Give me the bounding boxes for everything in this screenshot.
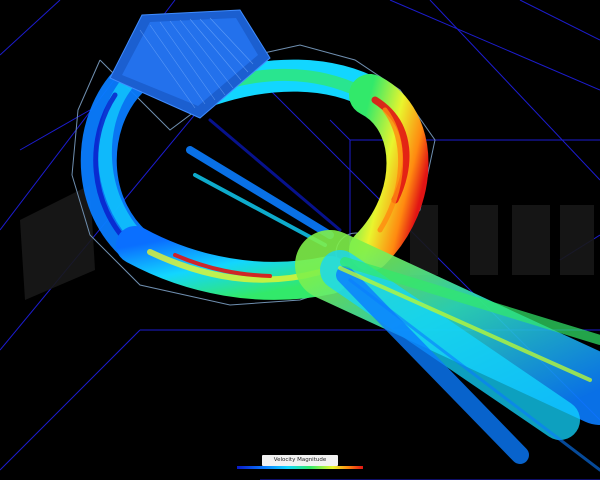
heatsink-fins (109, 9, 271, 119)
legend-colorbar (237, 466, 363, 469)
exhaust-plume (295, 230, 600, 472)
brand-logo-watermark (20, 185, 594, 300)
legend-title: Velocity Magnitude (273, 457, 327, 463)
color-legend: Velocity Magnitude (262, 455, 338, 466)
velocity-streamlines (80, 59, 429, 300)
